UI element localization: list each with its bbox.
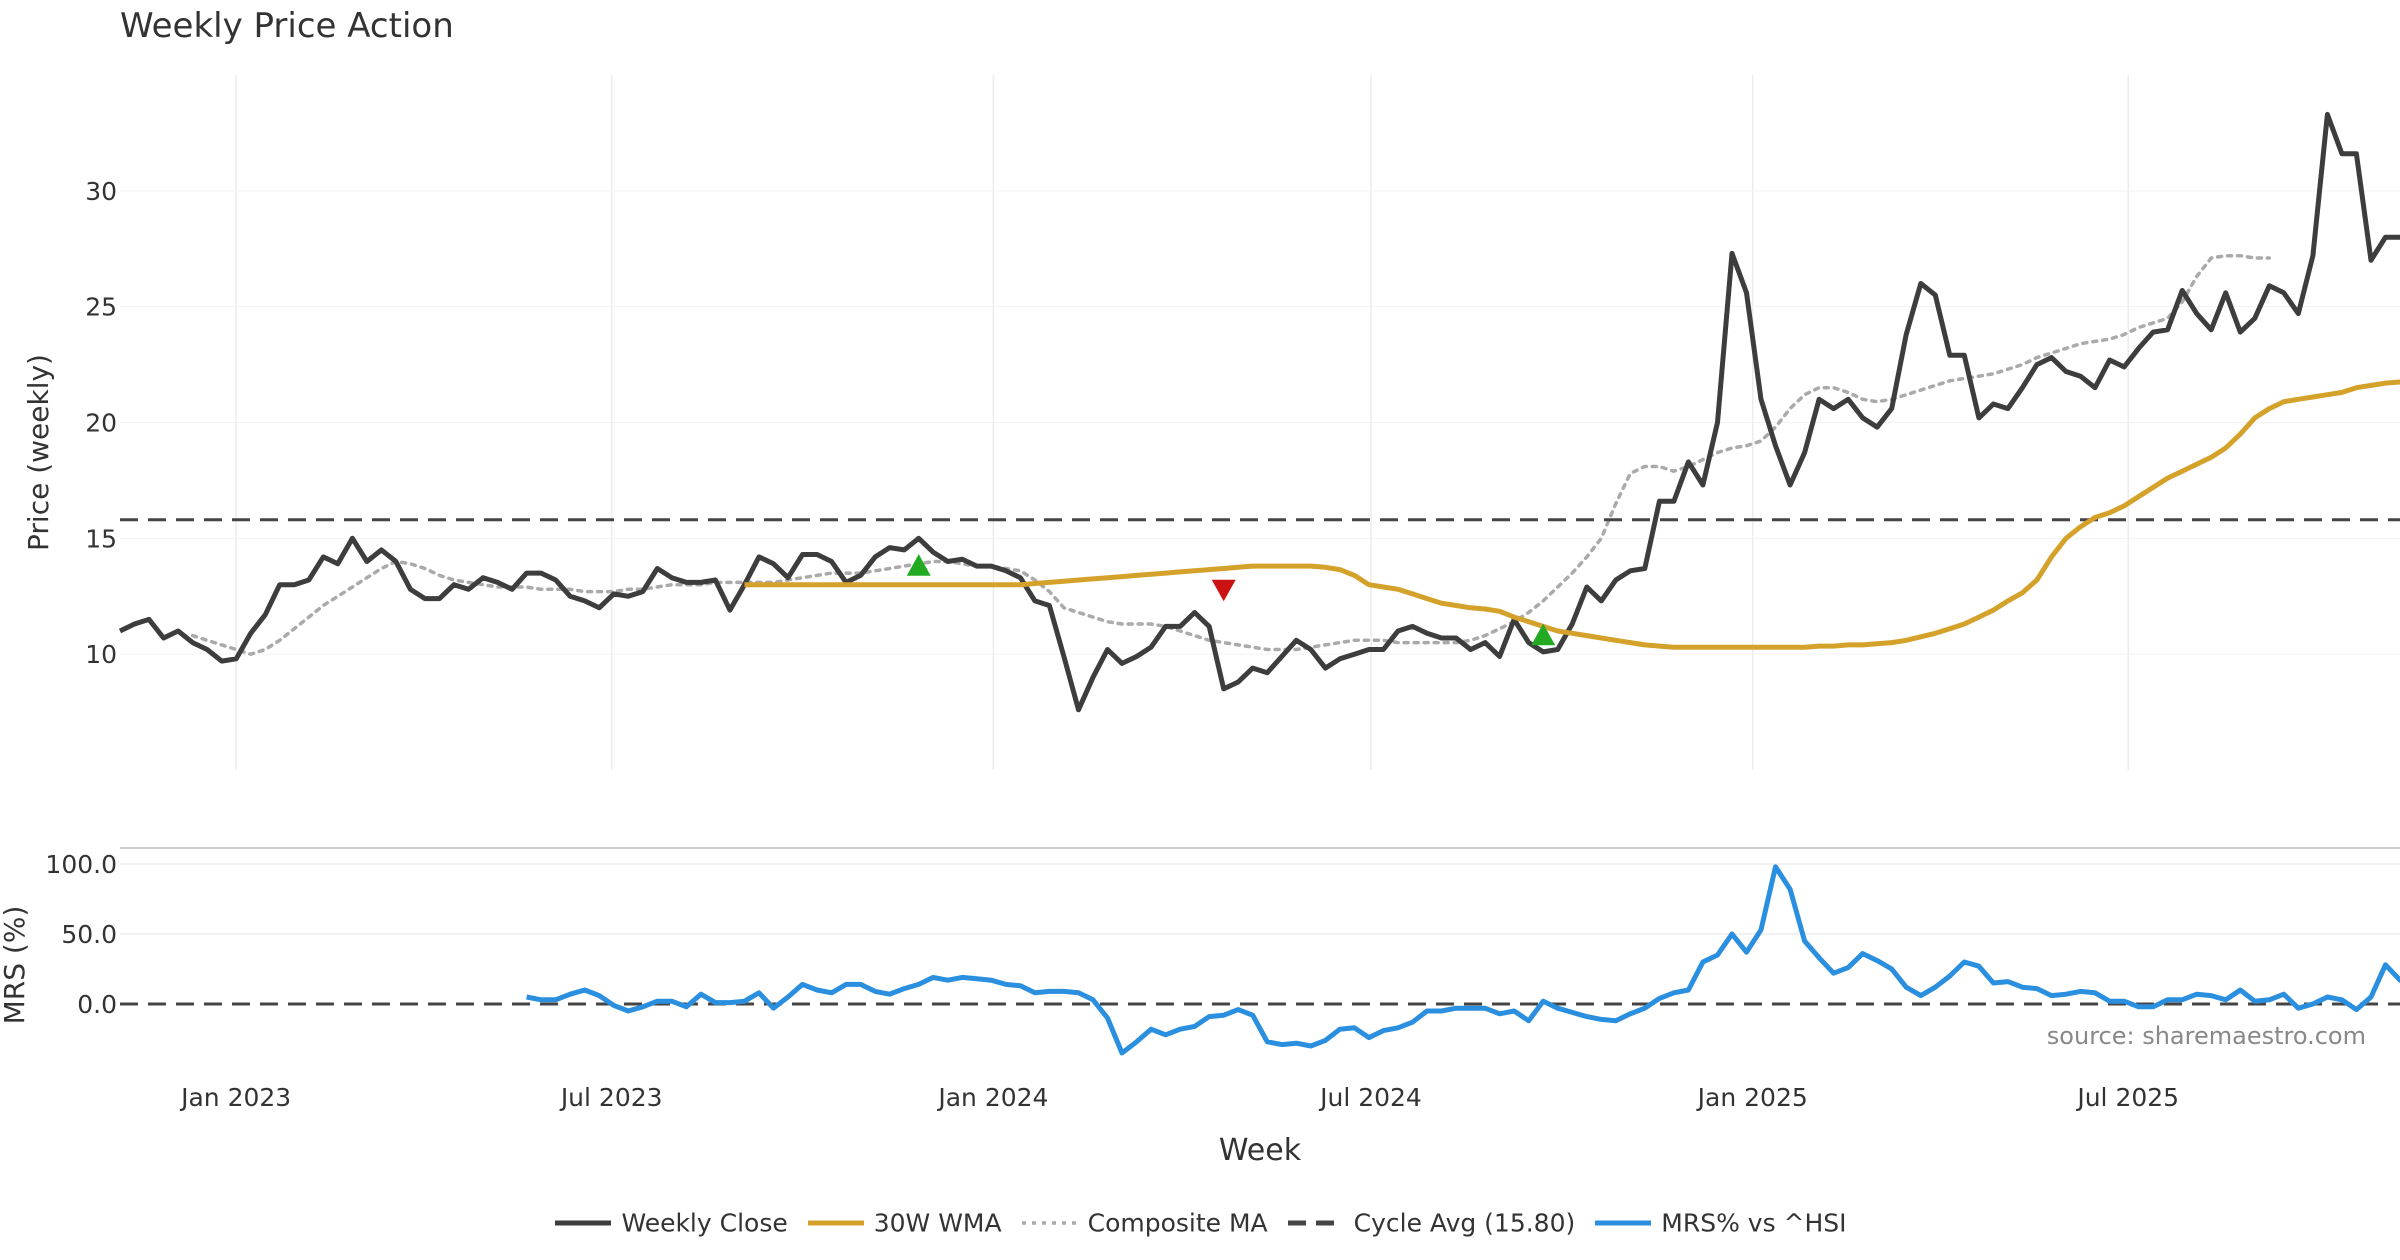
legend: Weekly Close 30W WMA Composite MA Cycle Avg… <box>0 1206 2400 1237</box>
x-tick-label: Jan 2025 <box>1696 1083 1808 1112</box>
price-y-tick-label: 20 <box>85 409 117 438</box>
x-tick-label: Jan 2023 <box>179 1083 291 1112</box>
x-tick-label: Jan 2024 <box>936 1083 1048 1112</box>
legend-swatch <box>555 1220 612 1226</box>
mrs-y-tick-label: 100.0 <box>45 850 117 879</box>
composite-ma-series <box>190 253 2272 656</box>
price-y-tick-label: 15 <box>85 524 117 553</box>
legend-item: Cycle Avg (15.80) <box>1286 1207 1576 1238</box>
legend-label: MRS% vs ^HSI <box>1661 1208 1847 1238</box>
price-y-axis-label: Price (weekly) <box>22 354 55 551</box>
legend-item: Composite MA <box>1020 1207 1268 1238</box>
buy-signal-marker <box>1531 623 1556 646</box>
chart-title: Weekly Price Action <box>120 6 454 46</box>
price-y-tick-label: 10 <box>85 640 117 669</box>
buy-signal-marker <box>906 554 931 576</box>
legend-label: Weekly Close <box>621 1208 788 1238</box>
legend-item: 30W WMA <box>806 1207 1002 1238</box>
x-tick-label: Jul 2023 <box>559 1083 663 1112</box>
mrs-panel: 0.0 50.0 100.0 MRS (%) source: sharemaestro.… <box>0 847 2400 1056</box>
x-axis-label: Week <box>1219 1133 1302 1168</box>
legend-swatch <box>1287 1220 1344 1226</box>
mrs-y-axis-label: MRS (%) <box>0 906 31 1025</box>
legend-item: MRS% vs ^HSI <box>1593 1207 1847 1238</box>
legend-swatch <box>1595 1220 1652 1226</box>
legend-label: 30W WMA <box>873 1208 1002 1238</box>
price-panel: 10 15 20 25 30 Price (weekly) <box>22 75 2400 770</box>
x-tick-label: Jul 2024 <box>1318 1083 1422 1112</box>
weekly-close-series <box>118 111 2400 713</box>
30w-wma-series <box>744 379 2400 650</box>
x-tick-label: Jul 2025 <box>2075 1083 2179 1112</box>
price-y-tick-label: 25 <box>85 293 117 322</box>
legend-swatch <box>1021 1221 1078 1225</box>
legend-item: Weekly Close <box>553 1207 788 1238</box>
legend-swatch <box>807 1220 864 1226</box>
sell-signal-marker <box>1211 579 1236 602</box>
x-axis: Jan 2023 Jul 2023 Jan 2024 Jul 2024 Jan 2025… <box>179 1083 2179 1168</box>
legend-label: Composite MA <box>1087 1208 1268 1238</box>
mrs-y-tick-label: 50.0 <box>61 920 117 949</box>
mrs-y-tick-label: 0.0 <box>77 990 117 1019</box>
legend-label: Cycle Avg (15.80) <box>1353 1208 1576 1238</box>
price-y-tick-label: 30 <box>85 177 117 206</box>
mrs-vs-hsi-series <box>526 864 2400 1056</box>
source-annotation: source: sharemaestro.com <box>2047 1022 2366 1050</box>
